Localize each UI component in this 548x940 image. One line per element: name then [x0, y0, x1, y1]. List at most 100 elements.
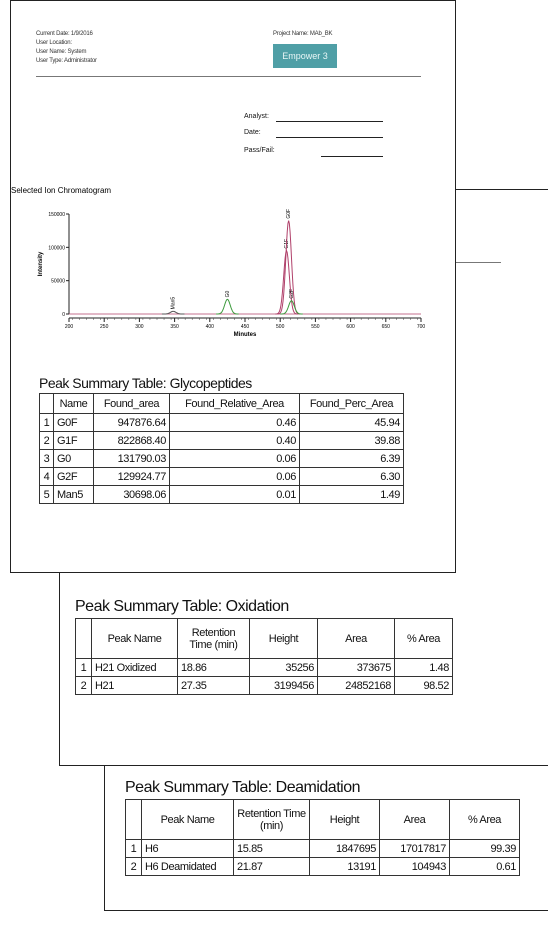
- table-row: 5 Man5 30698.06 0.01 1.49: [39, 485, 404, 504]
- table-cell: 15.85: [233, 839, 310, 858]
- table-title: Peak Summary Table: Oxidation: [75, 598, 289, 615]
- table-cell: 3: [39, 449, 54, 468]
- table-cell: 3199456: [249, 676, 318, 695]
- table-cell: 0.61: [449, 857, 520, 876]
- table-cell: 129924.77: [93, 467, 170, 486]
- table-title: Peak Summary Table: Deamidation: [125, 779, 361, 796]
- project-name: Project Name: MAb_BK: [273, 31, 333, 37]
- current-date: Current Date: 1/9/2016: [36, 31, 93, 37]
- table-row: 2 H6 Deamidated 21.87 13191 104943 0.61: [125, 857, 520, 876]
- y-tick-label: 50000: [51, 279, 65, 285]
- x-tick-label: 550: [311, 324, 320, 330]
- table-cell: 0.06: [169, 467, 300, 486]
- header-row: Peak Name Retention Time (min) Height Area%…: [125, 799, 520, 840]
- user-type: User Type: Administrator: [36, 58, 97, 64]
- header-cell: Name: [53, 393, 94, 414]
- table-cell: 131790.03: [93, 449, 170, 468]
- pass-fail-label: Pass/Fail:: [244, 147, 275, 154]
- table-cell: 822868.40: [93, 431, 170, 450]
- x-tick-label: 650: [382, 324, 391, 330]
- table-row: 2 H21 27.35 3199456 24852168 98.52: [75, 676, 453, 695]
- header-cell: [75, 618, 92, 659]
- x-tick-label: 350: [170, 324, 179, 330]
- peak-label: G0F: [286, 209, 292, 219]
- table-cell: 947876.64: [93, 413, 170, 432]
- table-cell: G2F: [53, 467, 94, 486]
- table-cell: Man5: [53, 485, 94, 504]
- analyst-label: Analyst:: [244, 113, 269, 120]
- signature-line: [321, 156, 383, 157]
- table-cell: H21: [91, 676, 178, 695]
- table-cell: 0.06: [169, 449, 300, 468]
- table-cell: 45.94: [299, 413, 404, 432]
- date-label: Date:: [244, 129, 261, 136]
- header-cell: Retention Time (min): [233, 799, 310, 840]
- table-cell: 1.49: [299, 485, 404, 504]
- peak: [216, 298, 239, 315]
- y-tick-label: 150000: [48, 212, 65, 218]
- x-tick-label: 600: [346, 324, 355, 330]
- table-row: 4 G2F 129924.77 0.06 6.30: [39, 467, 404, 486]
- header-cell: Found_Relative_Area: [169, 393, 300, 414]
- peak: [161, 310, 185, 315]
- peak-label: G1F: [284, 239, 290, 249]
- table-cell: 1: [39, 413, 54, 432]
- table: Peak Name Retention Time (min) Height Area%…: [75, 618, 453, 695]
- x-axis-label: Minutes: [234, 332, 257, 338]
- table-row: 3 G0 131790.03 0.06 6.39: [39, 449, 404, 468]
- header-cell: [39, 393, 54, 414]
- x-tick-label: 250: [100, 324, 109, 330]
- table-cell: H6: [141, 839, 234, 858]
- table-cell: 0.01: [169, 485, 300, 504]
- table-title: Peak Summary Table: Glycopeptides: [39, 375, 252, 391]
- table-cell: 35256: [249, 658, 318, 677]
- table-cell: 0.46: [169, 413, 300, 432]
- table-cell: 1: [75, 658, 92, 677]
- table: Peak Name Retention Time (min) Height Area%…: [125, 799, 520, 876]
- table-row: 1 H21 Oxidized 18.86 35256 373675 1.48: [75, 658, 453, 677]
- header-cell: [125, 799, 142, 840]
- peak: [280, 300, 303, 315]
- page: Current Date: 1/9/2016 User Location: Us…: [10, 0, 456, 573]
- header-cell: Area: [317, 618, 395, 659]
- table-cell: 1847695: [309, 839, 380, 858]
- table-cell: H6 Deamidated: [141, 857, 234, 876]
- logo: Empower 3: [273, 44, 337, 68]
- x-tick-label: 450: [241, 324, 250, 330]
- table-cell: 2: [125, 857, 142, 876]
- table-row: 1 G0F 947876.64 0.46 45.94: [39, 413, 404, 432]
- header-cell: Found_Perc_Area: [299, 393, 404, 414]
- table-cell: 6.39: [299, 449, 404, 468]
- header-cell: Area: [379, 799, 450, 840]
- y-tick-label: 100000: [48, 245, 65, 251]
- header-cell: % Area: [394, 618, 453, 659]
- table-cell: 1.48: [394, 658, 453, 677]
- signature-line: [276, 137, 383, 138]
- table-cell: 5: [39, 485, 54, 504]
- header-cell: Retention Time (min): [177, 618, 250, 659]
- table-cell: 13191: [309, 857, 380, 876]
- table-cell: 99.39: [449, 839, 520, 858]
- table-cell: 98.52: [394, 676, 453, 695]
- header-cell: Height: [309, 799, 380, 840]
- table-cell: 1: [125, 839, 142, 858]
- table-cell: G0: [53, 449, 94, 468]
- table-cell: 27.35: [177, 676, 250, 695]
- table-cell: 4: [39, 467, 54, 486]
- table-cell: 0.40: [169, 431, 300, 450]
- header-cell: Height: [249, 618, 318, 659]
- table-cell: G1F: [53, 431, 94, 450]
- header-cell: Peak Name: [141, 799, 234, 840]
- peak-label: Man5: [171, 297, 177, 310]
- table-cell: G0F: [53, 413, 94, 432]
- x-tick-label: 200: [65, 324, 74, 330]
- table-cell: 373675: [317, 658, 395, 677]
- y-axis-label: Intensity: [38, 251, 44, 276]
- chromatogram: Selected Ion Chromatogram 0 50000 100000 15…: [11, 186, 425, 338]
- table-row: 2 G1F 822868.40 0.40 39.88: [39, 431, 404, 450]
- table-cell: 6.30: [299, 467, 404, 486]
- table-cell: 18.86: [177, 658, 250, 677]
- table-cell: 30698.06: [93, 485, 170, 504]
- x-tick-label: 500: [276, 324, 285, 330]
- peak-label: G0: [225, 290, 231, 297]
